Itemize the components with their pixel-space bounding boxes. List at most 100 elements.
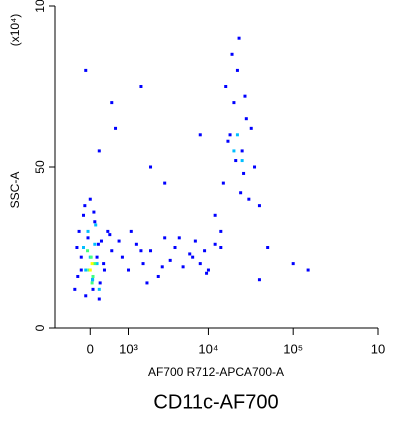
point [73, 287, 77, 291]
point [108, 233, 112, 237]
point [83, 204, 87, 208]
point [81, 213, 85, 217]
point [120, 255, 124, 259]
point [239, 191, 243, 195]
point [226, 139, 230, 143]
point [198, 133, 202, 137]
point [163, 181, 167, 185]
point [257, 204, 261, 208]
point [291, 262, 295, 266]
point [94, 223, 98, 227]
point [240, 159, 244, 163]
point [89, 255, 93, 259]
point [228, 133, 232, 137]
point [219, 246, 223, 249]
point [117, 239, 121, 243]
point [91, 274, 95, 278]
point [84, 268, 88, 272]
x-tick-label: 10⁴ [198, 341, 218, 356]
point [213, 242, 217, 246]
point [266, 246, 270, 249]
point [232, 149, 236, 153]
x-tick-label: 10 [371, 341, 385, 356]
point [237, 36, 241, 40]
point [149, 249, 153, 253]
point [76, 274, 80, 278]
point [129, 229, 133, 233]
y-axis-label: SSC-A [8, 172, 22, 209]
point [177, 236, 181, 240]
point [110, 249, 114, 253]
point [253, 165, 257, 169]
point [203, 249, 207, 253]
point [205, 271, 209, 275]
point [102, 268, 106, 272]
point [95, 255, 99, 259]
point [97, 297, 101, 301]
point [84, 294, 88, 298]
point [102, 262, 106, 266]
point [91, 287, 95, 291]
point [88, 268, 92, 272]
point [219, 229, 223, 233]
point [86, 236, 90, 240]
point [193, 239, 197, 243]
x-axis-label: AF700 R712-APCA700-A [148, 365, 284, 379]
point [79, 268, 83, 272]
point [235, 68, 239, 72]
point [84, 68, 88, 72]
point [149, 165, 153, 169]
point [221, 181, 225, 185]
point [79, 255, 83, 259]
point [97, 287, 101, 291]
point [90, 281, 94, 285]
point [188, 252, 192, 256]
point [93, 262, 97, 266]
point [134, 242, 138, 246]
point [141, 262, 145, 266]
point [93, 242, 97, 246]
point [88, 197, 92, 201]
point [198, 262, 202, 266]
point [213, 213, 217, 217]
point [127, 268, 131, 272]
y-tick-label: 10 [33, 0, 47, 13]
point [96, 242, 100, 246]
point [86, 229, 90, 233]
point [242, 171, 246, 175]
point [235, 133, 239, 137]
point [173, 246, 177, 249]
point [232, 101, 236, 105]
point [247, 197, 251, 201]
point [139, 249, 143, 253]
point [139, 85, 143, 88]
point [206, 268, 210, 272]
x-tick-label: 10³ [119, 341, 138, 356]
point [181, 265, 185, 269]
point [234, 159, 238, 163]
point [110, 101, 114, 105]
point [249, 126, 253, 130]
x-tick-label: 0 [87, 341, 94, 356]
y-tick-label: 0 [33, 324, 47, 331]
point [92, 210, 96, 214]
point [98, 281, 102, 285]
point [240, 149, 244, 153]
point [77, 229, 81, 233]
point [156, 274, 160, 278]
point [114, 126, 118, 130]
point [81, 246, 85, 249]
point [163, 236, 167, 240]
point [106, 229, 110, 233]
point [243, 94, 247, 98]
point [257, 278, 261, 282]
y-tick-label: 50 [33, 160, 47, 174]
point [99, 239, 103, 243]
point [93, 220, 97, 224]
y-unit: (x10⁴) [8, 14, 22, 47]
caption: CD11c-AF700 [153, 391, 278, 413]
point [160, 265, 164, 269]
point [75, 246, 79, 249]
point [95, 262, 99, 266]
